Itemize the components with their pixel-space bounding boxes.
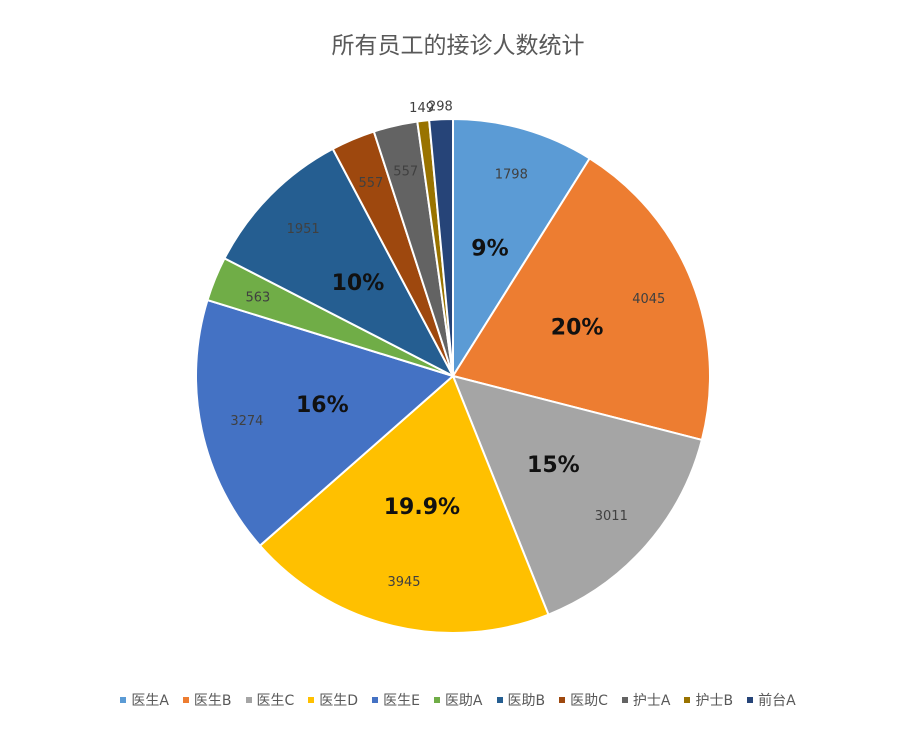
- legend-label: 医生A: [131, 693, 169, 709]
- legend-item: 护士B: [684, 690, 733, 710]
- slice-value-label: 557: [393, 165, 418, 180]
- legend-item: 前台A: [747, 690, 796, 710]
- pie-slice-2: [451, 156, 711, 442]
- legend-label: 护士A: [632, 693, 671, 709]
- slice-value-label: 1951: [287, 222, 320, 237]
- slice-value-label: 3011: [595, 509, 628, 524]
- slice-percent-label: 10%: [332, 271, 385, 296]
- chart-title: 所有员工的接诊人数统计: [331, 33, 585, 59]
- legend-swatch: [496, 697, 503, 703]
- slice-value-label: 149: [409, 101, 434, 116]
- legend-label: 医生B: [193, 693, 232, 709]
- legend-swatch: [433, 697, 440, 703]
- legend-swatch: [120, 697, 127, 703]
- slice-percent-label: 16%: [296, 393, 349, 418]
- slice-value-label: 563: [245, 290, 270, 305]
- legend-label: 医助C: [570, 693, 608, 709]
- legend-item: 医助B: [496, 690, 546, 710]
- legend-label: 前台A: [758, 693, 796, 709]
- legend-swatch: [559, 697, 566, 703]
- legend-swatch: [621, 697, 628, 703]
- slice-percent-label: 9%: [471, 237, 508, 262]
- legend-item: 护士A: [621, 690, 671, 710]
- slice-value-label: 298: [428, 99, 453, 114]
- legend-item: 医助A: [433, 690, 483, 710]
- legend-label: 医生D: [319, 693, 359, 709]
- legend-swatch: [182, 697, 189, 703]
- legend-item: 医生A: [120, 690, 169, 710]
- pie-chart: 1798 9% 4045 20% 3011 15% 3945 19.9% 3274 16% 563 1…: [195, 99, 711, 634]
- legend-label: 医助B: [507, 693, 546, 709]
- legend-item: 医生B: [182, 690, 232, 710]
- slice-value-label: 1798: [495, 167, 528, 182]
- pie-slice-5: [195, 298, 456, 548]
- pie-slice-11: [428, 117, 454, 377]
- legend: 医生A 医生B 医生C 医生D 医生E 医助A 医助B 医助C 护士A 护士B 前台A: [0, 690, 916, 710]
- slice-value-label: 557: [359, 176, 384, 191]
- pie-slice-3: [451, 374, 704, 616]
- legend-swatch: [308, 697, 315, 703]
- legend-label: 医助A: [444, 693, 483, 709]
- legend-item: 医生C: [245, 690, 295, 710]
- legend-item: 医生E: [372, 690, 420, 710]
- slice-percent-label: 19.9%: [384, 495, 460, 520]
- legend-label: 护士B: [695, 693, 734, 709]
- legend-swatch: [245, 697, 252, 703]
- legend-swatch: [684, 697, 691, 703]
- pie-slice-1: [452, 117, 592, 380]
- legend-label: 医生E: [383, 693, 420, 709]
- legend-swatch: [372, 697, 379, 703]
- slice-value-label: 3274: [230, 414, 263, 429]
- pie-slice-7: [223, 147, 456, 379]
- legend-label: 医生C: [256, 693, 295, 709]
- slice-percent-label: 15%: [527, 453, 580, 478]
- slice-value-label: 4045: [632, 292, 665, 307]
- slice-value-label: 3945: [387, 575, 420, 590]
- legend-item: 医助C: [559, 690, 608, 710]
- slice-percent-label: 20%: [551, 316, 604, 341]
- legend-item: 医生D: [308, 690, 358, 710]
- pie-slice-4: [258, 374, 550, 634]
- legend-swatch: [747, 697, 754, 703]
